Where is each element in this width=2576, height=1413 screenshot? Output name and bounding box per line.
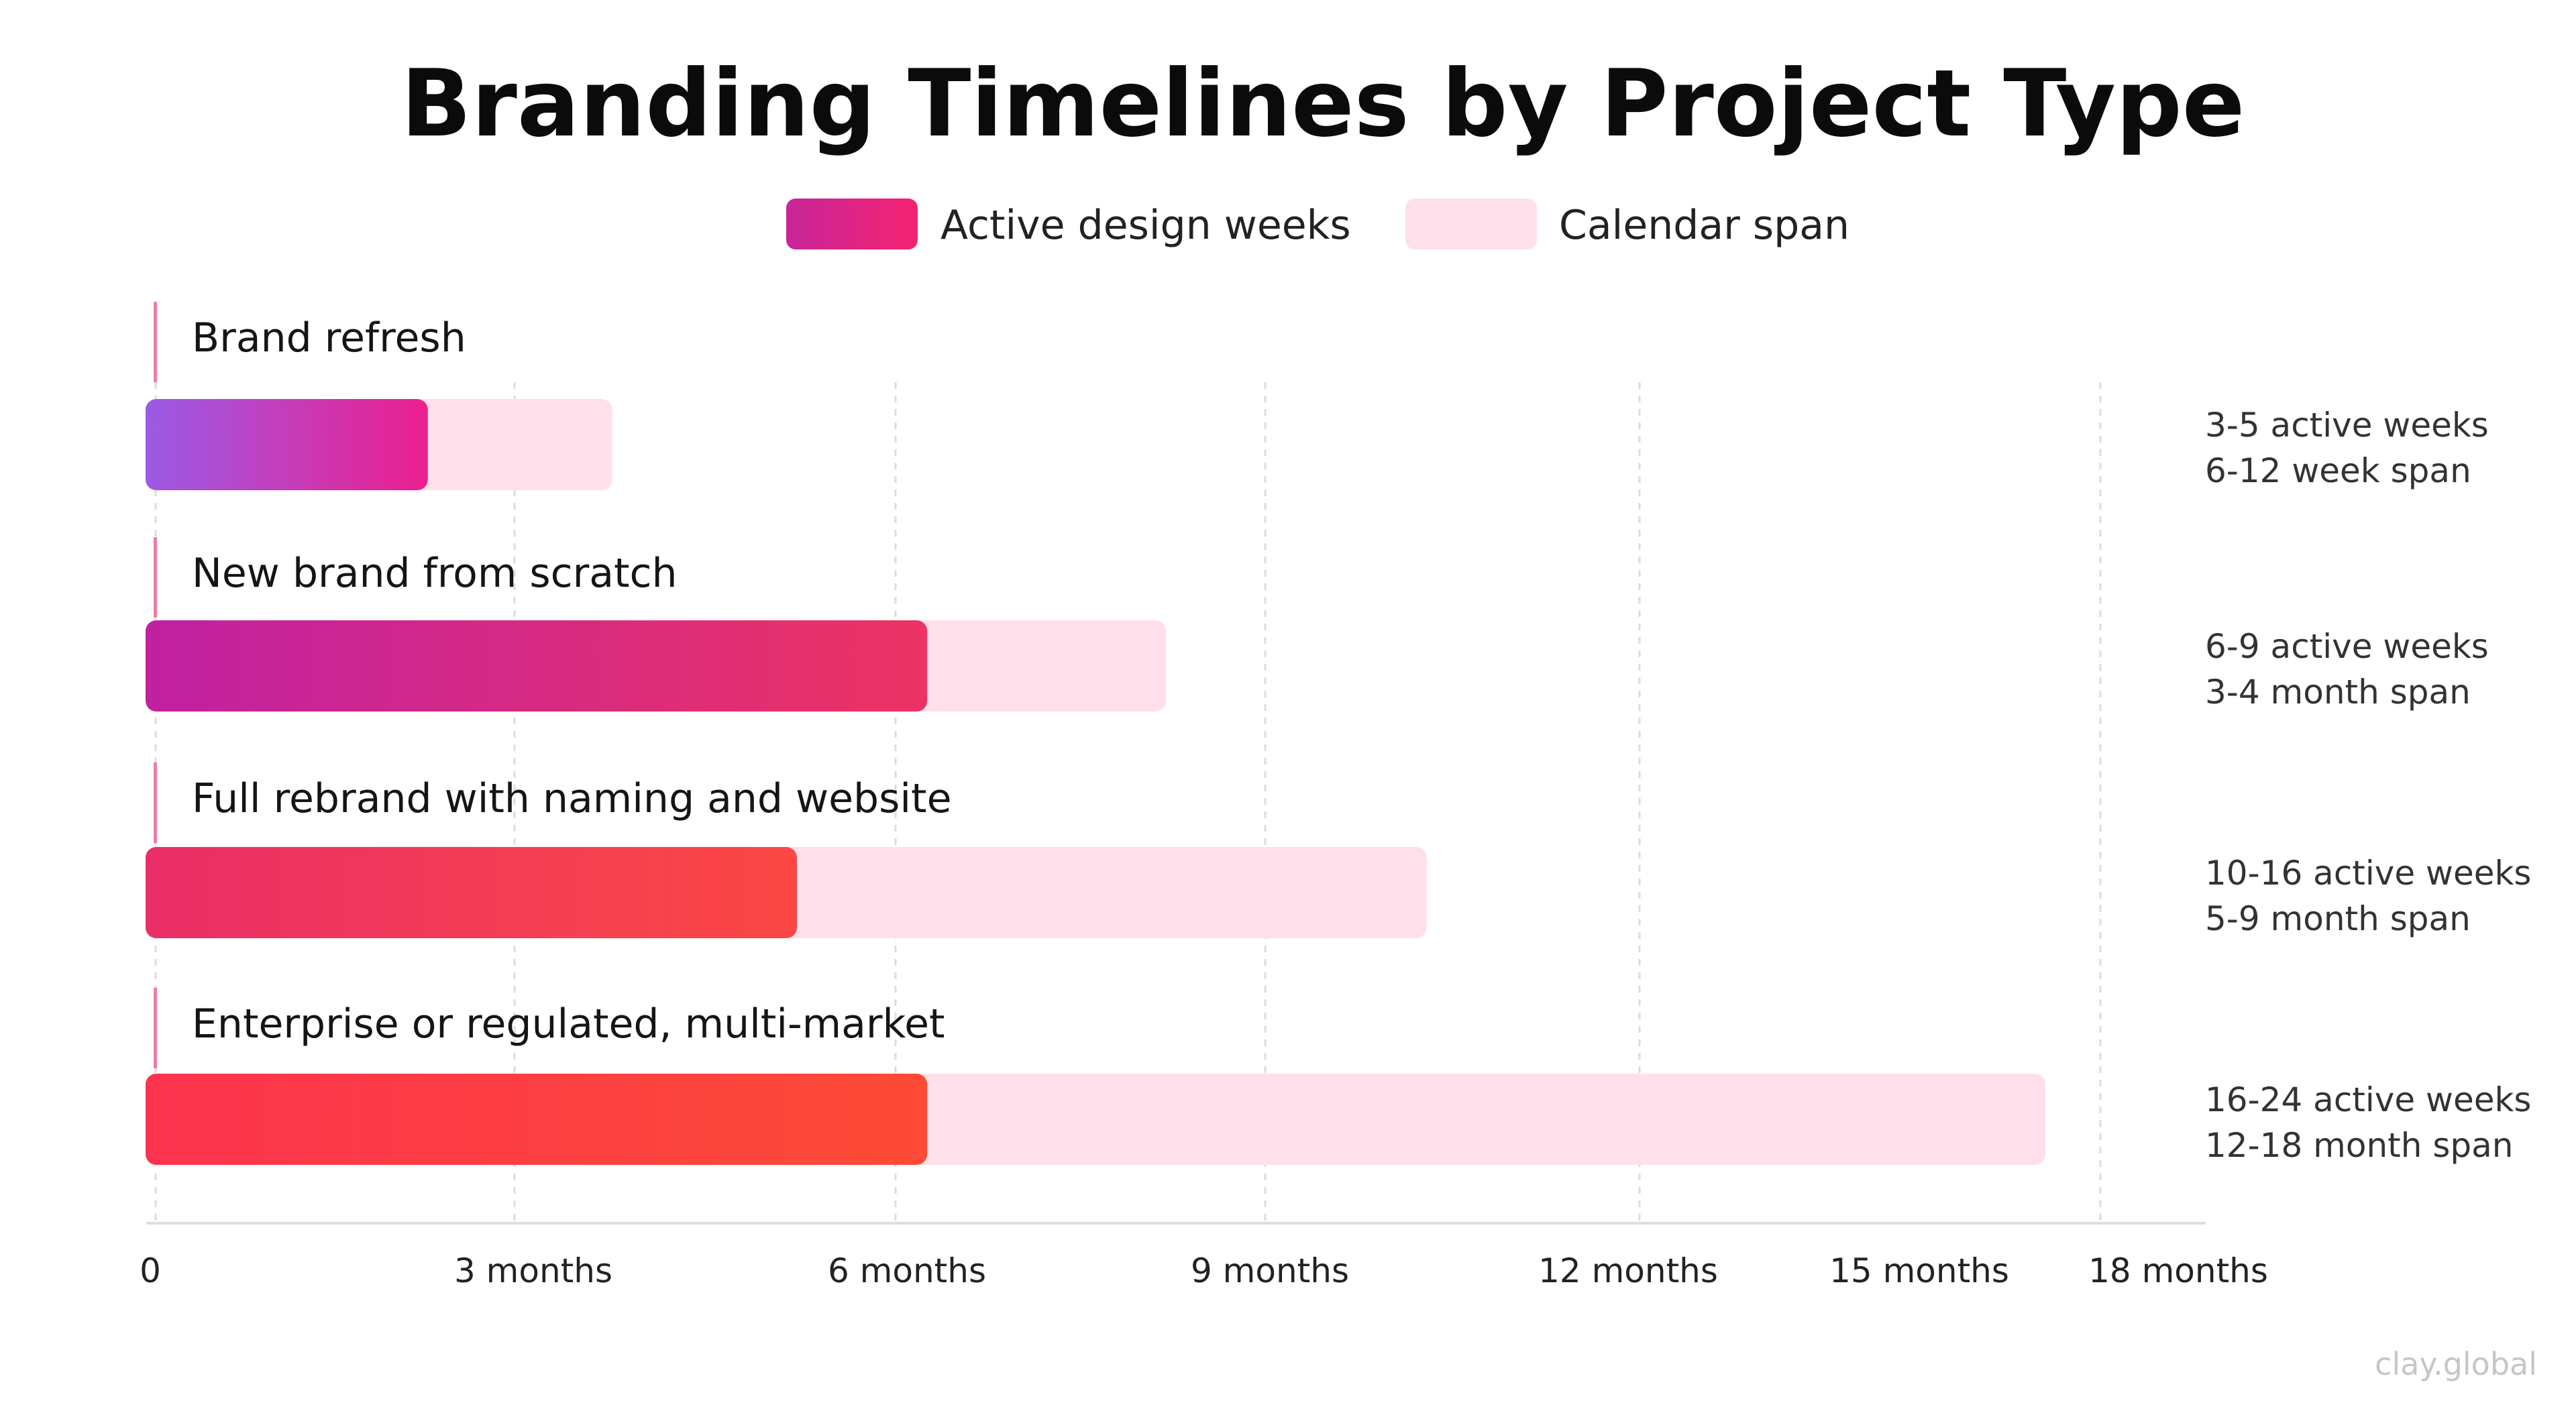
x-tick-label: 12 months <box>1538 1251 1718 1290</box>
span-label: 5-9 month span <box>2205 899 2471 938</box>
bars: Brand refresh 3-5 active weeks 6-12 week s… <box>146 302 2531 1165</box>
category-accent <box>154 762 157 843</box>
x-tick-label: 18 months <box>2088 1251 2268 1290</box>
x-tick-label: 3 months <box>454 1251 612 1290</box>
category-label: Full rebrand with naming and website <box>192 775 952 822</box>
watermark: clay.global <box>2375 1346 2537 1382</box>
category-label: New brand from scratch <box>192 550 678 597</box>
legend-swatch-span <box>1405 199 1537 249</box>
x-tick-label: 0 <box>140 1251 161 1290</box>
active-bar <box>146 847 797 938</box>
legend-label-active: Active design weeks <box>941 202 1351 249</box>
active-weeks-label: 3-5 active weeks <box>2205 406 2489 445</box>
x-axis-ticks: 0 3 months 6 months 9 months 12 months 15 mon… <box>140 1251 2268 1290</box>
span-label: 3-4 month span <box>2205 673 2471 712</box>
bar-group: Full rebrand with naming and website 10-1… <box>146 762 2531 938</box>
bar-group: New brand from scratch 6-9 active weeks 3-… <box>146 537 2489 712</box>
legend-label-span: Calendar span <box>1559 202 1849 249</box>
category-accent <box>154 537 157 618</box>
bar-group: Brand refresh 3-5 active weeks 6-12 week s… <box>146 302 2489 490</box>
active-weeks-label: 6-9 active weeks <box>2205 627 2489 666</box>
legend-swatch-active <box>786 199 918 249</box>
legend: Active design weeks Calendar span <box>786 199 1849 249</box>
category-label: Brand refresh <box>192 315 466 361</box>
x-tick-label: 6 months <box>828 1251 986 1290</box>
active-bar <box>146 620 928 712</box>
chart-title: Branding Timelines by Project Type <box>401 50 2245 158</box>
category-accent <box>154 302 157 382</box>
active-bar <box>146 1074 928 1165</box>
x-tick-label: 9 months <box>1191 1251 1349 1290</box>
active-weeks-label: 10-16 active weeks <box>2205 854 2531 893</box>
category-accent <box>154 988 157 1068</box>
bar-group: Enterprise or regulated, multi-market 16-… <box>146 988 2531 1165</box>
x-tick-label: 15 months <box>1829 1251 2009 1290</box>
category-label: Enterprise or regulated, multi-market <box>192 1001 945 1048</box>
span-label: 6-12 week span <box>2205 451 2471 490</box>
span-label: 12-18 month span <box>2205 1126 2513 1165</box>
active-weeks-label: 16-24 active weeks <box>2205 1080 2531 1119</box>
active-bar <box>146 399 428 490</box>
